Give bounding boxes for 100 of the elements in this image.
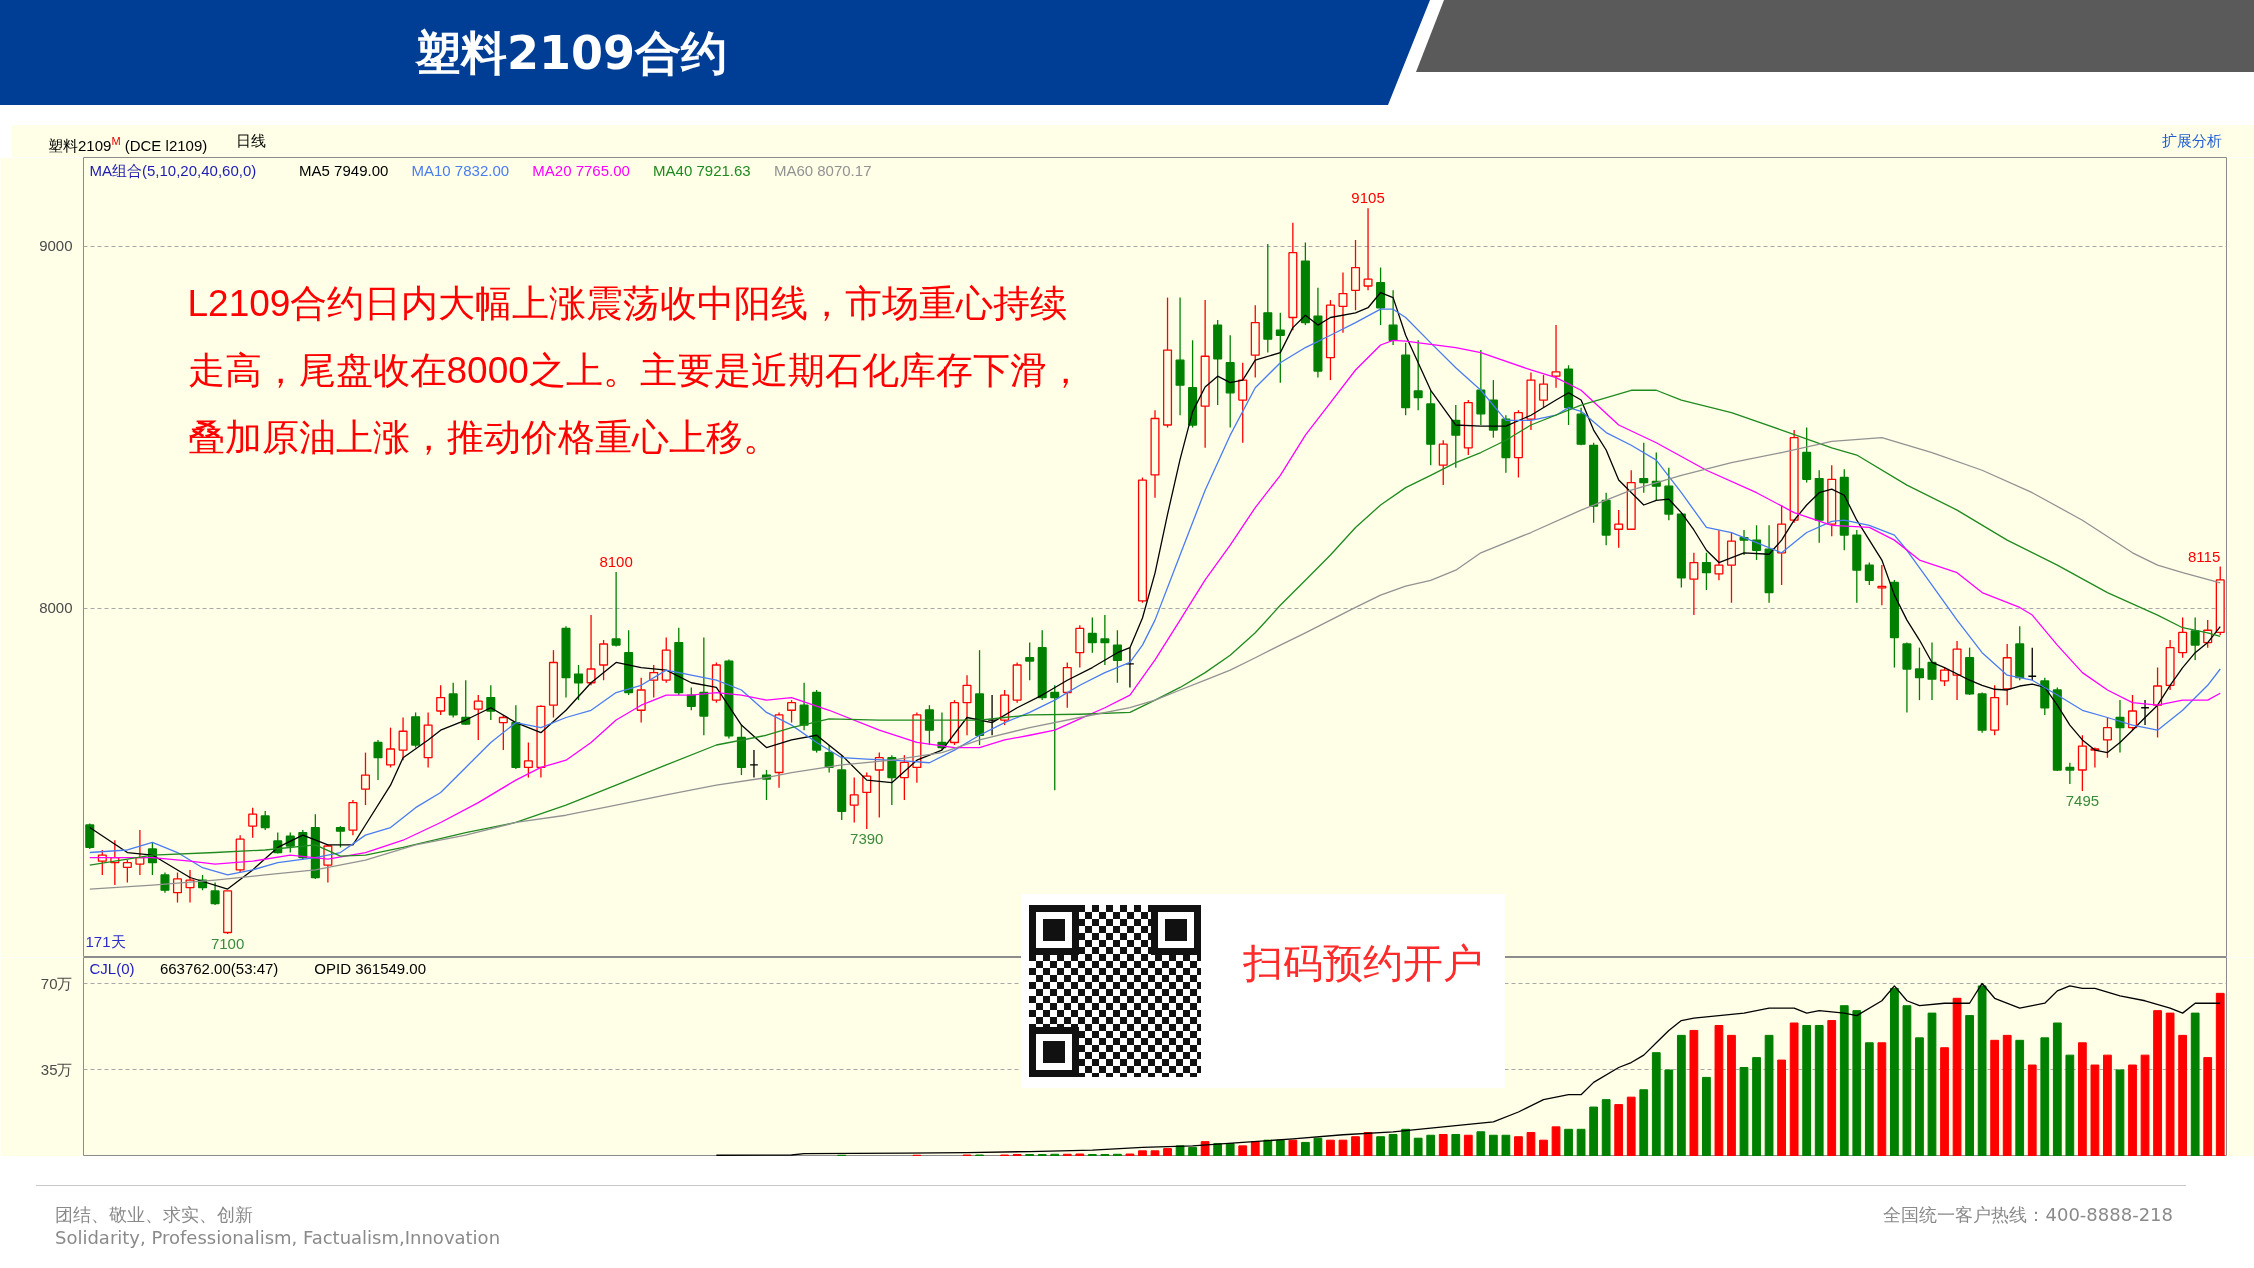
candlestick (1275, 312, 1285, 384)
bar (1852, 1010, 1862, 1156)
candlestick (611, 571, 621, 648)
candlestick (97, 849, 107, 876)
candlestick (1927, 641, 1937, 701)
candlestick (824, 744, 834, 774)
annotation: 7100 (210, 934, 245, 952)
bar (1163, 1148, 1172, 1156)
bar (2190, 1012, 2200, 1156)
bar (1225, 1143, 1235, 1156)
candlestick (1388, 289, 1398, 346)
candlestick (2065, 762, 2075, 785)
legend-title: MA组合(5,10,20,40,60,0) (89, 162, 257, 179)
bar (1927, 1012, 1937, 1156)
candlestick (523, 741, 533, 779)
bar (1501, 1134, 1511, 1156)
bar (2178, 1034, 2188, 1156)
bar (2027, 1064, 2037, 1156)
candlestick (849, 776, 859, 824)
bar (1539, 1139, 1548, 1156)
candlestick (699, 636, 709, 736)
annotation: 8115 (2187, 547, 2221, 565)
bar (2002, 1034, 2012, 1156)
candlestick (1363, 207, 1373, 291)
bar (2090, 1064, 2100, 1156)
bar (1338, 1139, 1348, 1156)
candlestick (1752, 524, 1762, 561)
bar (1752, 1057, 1761, 1156)
candlestick (1714, 529, 1724, 581)
candlestick (686, 686, 696, 711)
y-tick-label: 9000 (39, 237, 73, 255)
candlestick (1100, 614, 1110, 666)
bar (1250, 1141, 1260, 1156)
bar (2040, 1037, 2050, 1156)
bar (1401, 1128, 1411, 1156)
bar (2128, 1064, 2137, 1156)
bar (2065, 1054, 2075, 1156)
bar (1113, 1153, 1122, 1156)
bar (1213, 1143, 1223, 1156)
bar (1150, 1150, 1160, 1156)
bar (2153, 1010, 2162, 1156)
candlestick (924, 704, 934, 746)
text: MA40 7921.63 (653, 162, 751, 179)
bar (1676, 1034, 1686, 1156)
bar (1351, 1136, 1360, 1156)
text: 全国统一客户热线：400-8888-218 (1883, 1204, 2173, 1226)
bar (1839, 1005, 1849, 1156)
candlestick (473, 694, 483, 741)
candlestick (1413, 339, 1423, 411)
candlestick (486, 684, 496, 721)
annotation: 8100 (599, 552, 633, 570)
candlestick (122, 859, 132, 884)
bar (2165, 1012, 2175, 1156)
bar (2115, 1069, 2125, 1156)
candlestick (1551, 324, 1561, 389)
bar (1301, 1141, 1310, 1156)
bar (1388, 1134, 1398, 1156)
candlestick (1476, 349, 1486, 426)
bar (1576, 1128, 1586, 1156)
bar (2103, 1054, 2112, 1156)
candlestick (1701, 552, 1711, 591)
candlestick (573, 664, 584, 701)
candlestick (172, 871, 183, 904)
bar (1802, 1024, 1812, 1156)
candlestick (248, 806, 258, 839)
bar (1651, 1052, 1661, 1156)
annotation: OPID 361549.00 (314, 960, 427, 977)
candlestick (2102, 716, 2112, 759)
candlestick (2153, 666, 2163, 739)
candlestick (2077, 734, 2087, 792)
candlestick (1087, 616, 1097, 654)
candlestick (787, 699, 797, 724)
candlestick (436, 684, 446, 716)
text: MA10 7832.00 (411, 162, 510, 179)
candlestick (135, 829, 145, 876)
bar (1864, 1042, 1874, 1156)
bar (1664, 1069, 1674, 1156)
bar (1413, 1137, 1423, 1156)
candlestick (1689, 552, 1699, 616)
y-tick-label: 35万 (40, 1061, 73, 1079)
bar (1702, 1076, 1711, 1156)
annotation: 扫码预约开户 (1243, 940, 1483, 987)
bar (1288, 1139, 1298, 1156)
candlestick (2178, 616, 2188, 659)
bar (1789, 1022, 1799, 1156)
candlestick (1939, 666, 1950, 687)
candlestick (1864, 561, 1874, 586)
bar (1175, 1145, 1185, 1156)
candlestick (1350, 239, 1361, 311)
bar (1639, 1089, 1649, 1156)
text: MA5 7949.00 (299, 162, 389, 179)
bar (1764, 1034, 1774, 1156)
bar (1902, 1005, 1912, 1156)
bar (1363, 1132, 1373, 1156)
bar (1514, 1136, 1523, 1156)
candlestick (1050, 684, 1060, 791)
candlestick (360, 751, 371, 806)
bar (1376, 1136, 1385, 1156)
candlestick (2127, 694, 2138, 731)
bar (2215, 992, 2225, 1156)
